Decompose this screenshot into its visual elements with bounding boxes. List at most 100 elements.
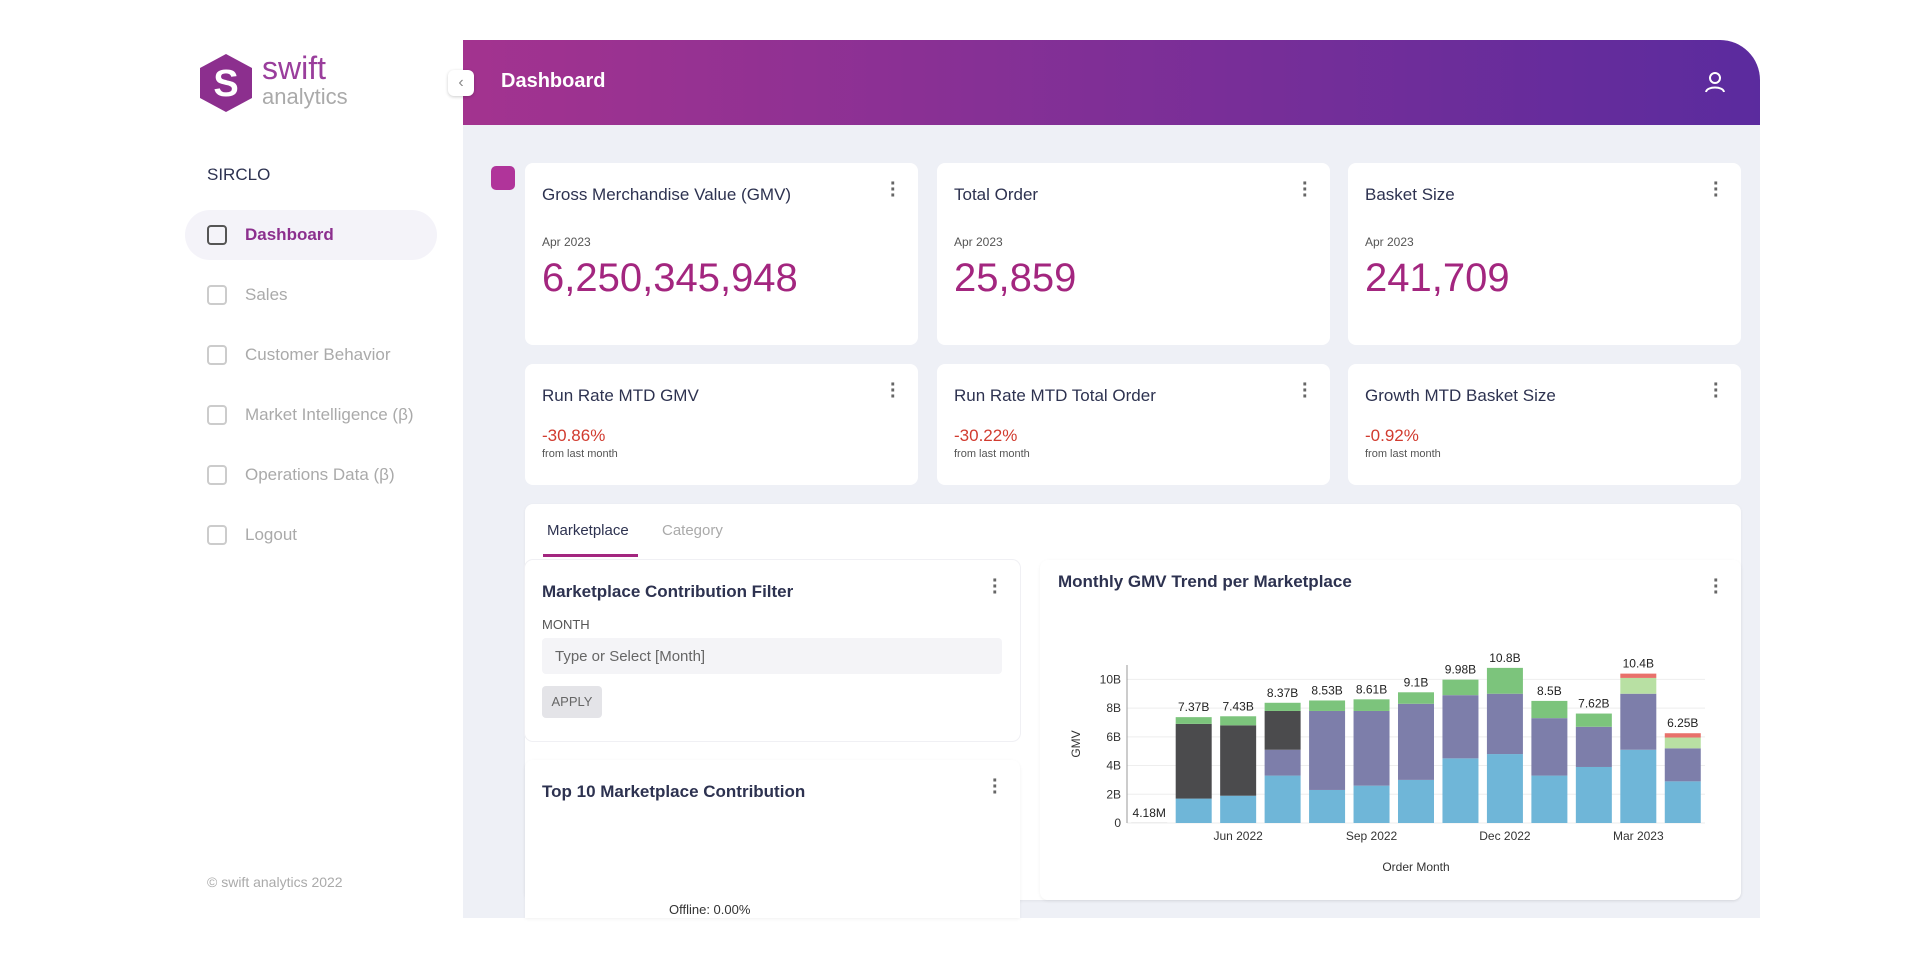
menu-item[interactable]: Logout: [185, 510, 437, 560]
bar-segment: [1442, 695, 1479, 759]
growth-title: Growth MTD Basket Size: [1365, 386, 1556, 405]
y-tick-label: 6B: [1106, 730, 1121, 744]
kpi-period: Apr 2023: [954, 235, 1003, 249]
kpi-period: Apr 2023: [542, 235, 591, 249]
bar-segment: [1442, 679, 1479, 696]
kpi-value: 25,859: [954, 256, 1077, 300]
growth-value: -30.22%: [954, 426, 1018, 445]
bar-segment: [1398, 779, 1434, 823]
top10-card: Top 10 Marketplace Contribution Offline:…: [525, 760, 1020, 918]
bar-segment: [1175, 717, 1212, 724]
bar-segment: [1309, 700, 1346, 711]
kpi-title: Total Order: [954, 185, 1039, 204]
growth-title: Run Rate MTD GMV: [542, 386, 699, 405]
bar-segment: [1664, 737, 1701, 749]
total-label: 10.8B: [1489, 651, 1520, 665]
menu-item[interactable]: Customer Behavior: [185, 330, 437, 380]
bar-segment: [1531, 775, 1568, 823]
total-label: 8.61B: [1356, 682, 1387, 696]
bar-segment: [1442, 758, 1479, 823]
kpi-card: Gross Merchandise Value (GMV) Apr 2023 6,2…: [525, 163, 918, 345]
menu-dots[interactable]: · · ·: [890, 173, 897, 207]
user-icon[interactable]: [1703, 70, 1727, 94]
menu-dots[interactable]: · · ·: [1713, 173, 1720, 207]
tab[interactable]: Marketplace: [547, 522, 629, 539]
total-label: 8.53B: [1311, 683, 1342, 697]
y-tick-label: 0: [1114, 816, 1121, 830]
menu-label: Sales: [245, 285, 288, 304]
bar-segment: [1220, 716, 1257, 726]
collapse-button[interactable]: ‹: [448, 70, 474, 96]
total-label: 7.37B: [1178, 700, 1209, 714]
filter-toggle[interactable]: [491, 166, 515, 190]
bar-segment: [1264, 710, 1301, 750]
menu-item[interactable]: Sales: [185, 270, 437, 320]
x-axis-label: Order Month: [1382, 860, 1449, 874]
bar-segment: [1575, 766, 1612, 823]
x-tick-label: Jun 2022: [1213, 829, 1263, 843]
bar-segment: [1353, 785, 1390, 823]
menu-dots[interactable]: · · ·: [1713, 374, 1720, 408]
apply-button[interactable]: APPLY: [542, 686, 602, 718]
total-label: 9.1B: [1404, 675, 1429, 689]
menu-dots[interactable]: · · ·: [992, 770, 999, 804]
menu-dots[interactable]: · · ·: [890, 374, 897, 408]
bar-segment: [1220, 795, 1257, 823]
y-axis-label: GMV: [1069, 730, 1083, 757]
menu-icon: [207, 285, 227, 305]
placeholder: Type or Select [Month]: [555, 648, 706, 665]
filter-card: Marketplace Contribution Filter MONTH Ty…: [525, 560, 1020, 741]
chart-card: Monthly GMV Trend per Marketplace 0 2B 4B 6B…: [1040, 560, 1741, 900]
pie-legend: Offline: 0.00%: [669, 902, 751, 917]
growth-card: Growth MTD Basket Size -0.92% from last mo…: [1348, 364, 1741, 485]
bar-segment: [1353, 710, 1390, 786]
month-select[interactable]: Type or Select [Month]: [542, 638, 1002, 674]
bar-segment: [1531, 700, 1568, 719]
menu-dots[interactable]: · · ·: [1302, 173, 1309, 207]
growth-card: Run Rate MTD GMV -30.86% from last month · ·…: [525, 364, 918, 485]
bar-segment: [1620, 673, 1657, 678]
kpi-title: Gross Merchandise Value (GMV): [542, 185, 792, 204]
tab[interactable]: Category: [662, 522, 723, 539]
y-tick-label: 2B: [1106, 787, 1121, 801]
total-label: 9.98B: [1445, 663, 1476, 677]
kpi-card: Total Order Apr 2023 25,859 · · ·: [937, 163, 1330, 345]
menu-dots[interactable]: · · ·: [1713, 570, 1720, 604]
bar-segment: [1575, 726, 1612, 767]
bar-segment: [1486, 754, 1523, 823]
menu-dots[interactable]: · · ·: [1302, 374, 1309, 408]
menu-item[interactable]: Operations Data (β): [185, 450, 437, 500]
svg-text:S: S: [213, 63, 238, 105]
growth-note: from last month: [1365, 448, 1441, 460]
bar-segment: [1575, 713, 1612, 727]
total-label: 7.62B: [1578, 697, 1609, 711]
brand: swift: [262, 50, 326, 86]
bar-segment: [1620, 677, 1657, 694]
bar-segment: [1398, 703, 1434, 780]
x-tick-label: Sep 2022: [1346, 829, 1398, 843]
total-label: 8.5B: [1537, 684, 1562, 698]
y-tick-label: 8B: [1106, 701, 1121, 715]
top10-title: Top 10 Marketplace Contribution: [542, 782, 806, 801]
growth-note: from last month: [954, 448, 1030, 460]
y-tick-label: 10B: [1100, 672, 1121, 686]
filter-title: Marketplace Contribution Filter: [542, 582, 794, 601]
growth-title: Run Rate MTD Total Order: [954, 386, 1156, 405]
menu-icon: [207, 525, 227, 545]
header-title: Dashboard: [501, 70, 606, 92]
menu-label: Operations Data (β): [245, 465, 395, 484]
org: SIRCLO: [207, 165, 271, 184]
total-label: 6.25B: [1667, 716, 1698, 730]
bar-segment: [1620, 749, 1657, 823]
menu-icon: [207, 225, 227, 245]
header: [463, 40, 1760, 125]
bar-segment: [1531, 718, 1568, 776]
bar-segment: [1309, 710, 1346, 790]
growth-note: from last month: [542, 448, 618, 460]
menu-dots[interactable]: · · ·: [992, 570, 999, 604]
bar-segment: [1220, 725, 1257, 796]
menu-item[interactable]: Dashboard: [185, 210, 437, 260]
menu-item[interactable]: Market Intelligence (β): [185, 390, 437, 440]
y-tick-label: 4B: [1106, 759, 1121, 773]
